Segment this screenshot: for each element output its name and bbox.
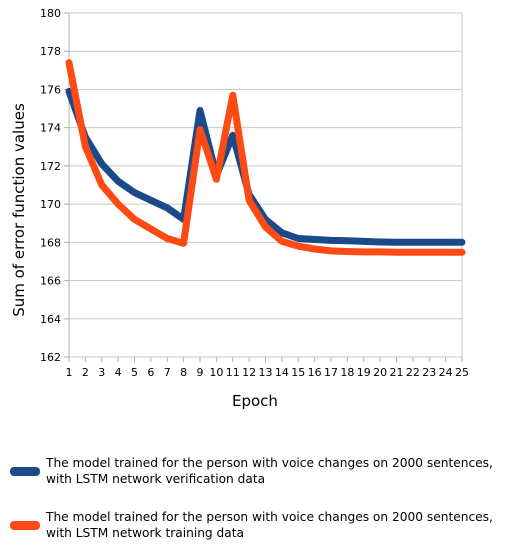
x-tick-label: 14 — [275, 366, 289, 379]
legend-swatch-verification — [10, 467, 40, 476]
x-tick-label: 10 — [209, 366, 223, 379]
gridlines — [69, 12, 462, 358]
x-tick-label: 21 — [390, 366, 404, 379]
x-tick-label: 2 — [82, 366, 89, 379]
y-tick-label: 180 — [40, 7, 61, 20]
x-tick-label: 11 — [226, 366, 240, 379]
x-tick-label: 15 — [291, 366, 305, 379]
y-tick-label: 172 — [40, 160, 61, 173]
y-tick-label: 168 — [40, 236, 61, 249]
y-tick-label: 174 — [40, 122, 61, 135]
x-tick-label: 3 — [98, 366, 105, 379]
series-line-training — [65, 59, 466, 256]
legend-label-training: The model trained for the person with vo… — [46, 510, 493, 540]
x-tick-label: 4 — [115, 366, 122, 379]
x-tick-label: 24 — [439, 366, 453, 379]
x-tick-label: 20 — [373, 366, 387, 379]
legend-label-verification: The model trained for the person with vo… — [46, 456, 493, 486]
series-lines — [65, 59, 466, 256]
x-tick-label: 12 — [242, 366, 256, 379]
y-tick-label: 162 — [40, 351, 61, 364]
x-axis-title: Epoch — [232, 392, 278, 410]
x-tick-label: 13 — [259, 366, 273, 379]
x-tick-label: 18 — [340, 366, 354, 379]
x-tick-label: 22 — [406, 366, 420, 379]
x-tick-label: 9 — [197, 366, 204, 379]
x-tick-label: 8 — [180, 366, 187, 379]
y-tick-labels: 162 164 166 168 170 172 174 176 178 180 — [40, 7, 61, 364]
y-tick-label: 166 — [40, 275, 61, 288]
x-tick-label: 17 — [324, 366, 338, 379]
y-axis-title: Sum of error function values — [10, 103, 28, 317]
x-tick-label: 7 — [164, 366, 171, 379]
y-tick-label: 178 — [40, 45, 61, 58]
x-tick-label: 5 — [131, 366, 138, 379]
x-tick-label: 19 — [357, 366, 371, 379]
x-tick-label: 23 — [422, 366, 436, 379]
series-line-verification — [65, 87, 466, 246]
legend-swatch-training — [10, 521, 40, 530]
x-tick-label: 25 — [455, 366, 469, 379]
x-tick-label: 16 — [308, 366, 322, 379]
y-axis-title-wrap: Sum of error function values — [4, 80, 34, 340]
y-tick-label: 164 — [40, 313, 61, 326]
y-tick-label: 170 — [40, 198, 61, 211]
y-tick-label: 176 — [40, 83, 61, 96]
x-tick-label: 6 — [147, 366, 154, 379]
x-tick-label: 1 — [66, 366, 73, 379]
x-tick-labels: 1 2 3 4 5 6 7 8 9 10 11 12 13 14 15 16 17 18 19 20 21 22 23 24 2… — [66, 366, 470, 379]
